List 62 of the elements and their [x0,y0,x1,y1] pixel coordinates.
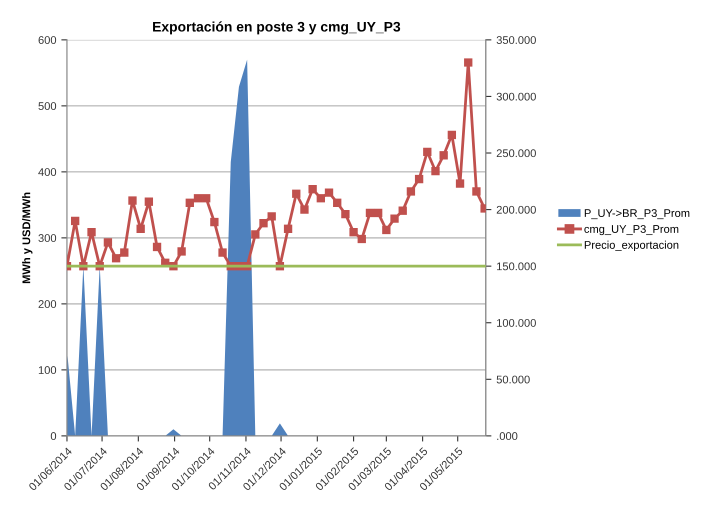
point [464,58,472,67]
y2-tick-label: 250.000 [496,149,536,158]
point [398,206,407,215]
point [423,148,432,156]
point [316,194,325,202]
y2-tick-label: 100.000 [497,319,536,327]
y2-tick-label: 350.000 [496,36,536,44]
point [112,254,120,262]
point [70,216,80,226]
point [300,205,309,214]
point [358,234,366,244]
point [374,208,382,218]
point [349,228,358,236]
point [152,242,162,252]
y-tick-label: 200 [38,300,56,308]
point [324,188,334,197]
y2-tick-label: 150.000 [497,262,536,270]
legend-label: Precio_exportacion [584,240,678,252]
point [284,224,292,233]
point [120,248,128,257]
point [186,198,194,207]
point [202,194,210,202]
point [366,208,374,218]
point [144,197,154,206]
y2-tick-label: 50.000 [496,376,530,384]
point [406,187,416,196]
chart-title: Exportación en poste 3 y cmg_UY_P3 [153,21,400,34]
y2-tick-label: 300.000 [496,92,536,101]
point [177,247,186,256]
y-tick-label: 600 [38,36,56,44]
point [440,151,448,160]
point [390,214,399,223]
point [448,130,456,140]
point [268,212,276,221]
point [218,248,227,257]
y-tick-label: 100 [38,366,56,374]
y-tick-label: 400 [38,168,56,176]
point [382,226,391,234]
y-tick-label: 500 [38,102,56,110]
legend-label: cmg_UY_P3_Prom [584,225,678,236]
point [308,185,317,194]
point [136,224,145,233]
y2-tick-label: 200.000 [496,206,536,214]
y-axis-title: MWh y USD/MWh [22,192,32,284]
point [431,166,440,176]
point [104,238,112,247]
point [210,218,219,226]
point [194,194,202,202]
y-tick-label: 0 [50,432,56,440]
y2-tick-label: .000 [497,432,518,440]
point [87,228,96,236]
point [259,218,268,228]
point [341,210,350,218]
point [333,198,342,207]
y-tick-label: 300 [38,234,56,242]
point [292,190,300,198]
point [251,230,260,239]
point [456,179,464,188]
point [414,174,424,184]
legend-label: P_UY->BR_P3_Prom [584,209,690,220]
point [472,187,481,196]
point [128,196,137,205]
